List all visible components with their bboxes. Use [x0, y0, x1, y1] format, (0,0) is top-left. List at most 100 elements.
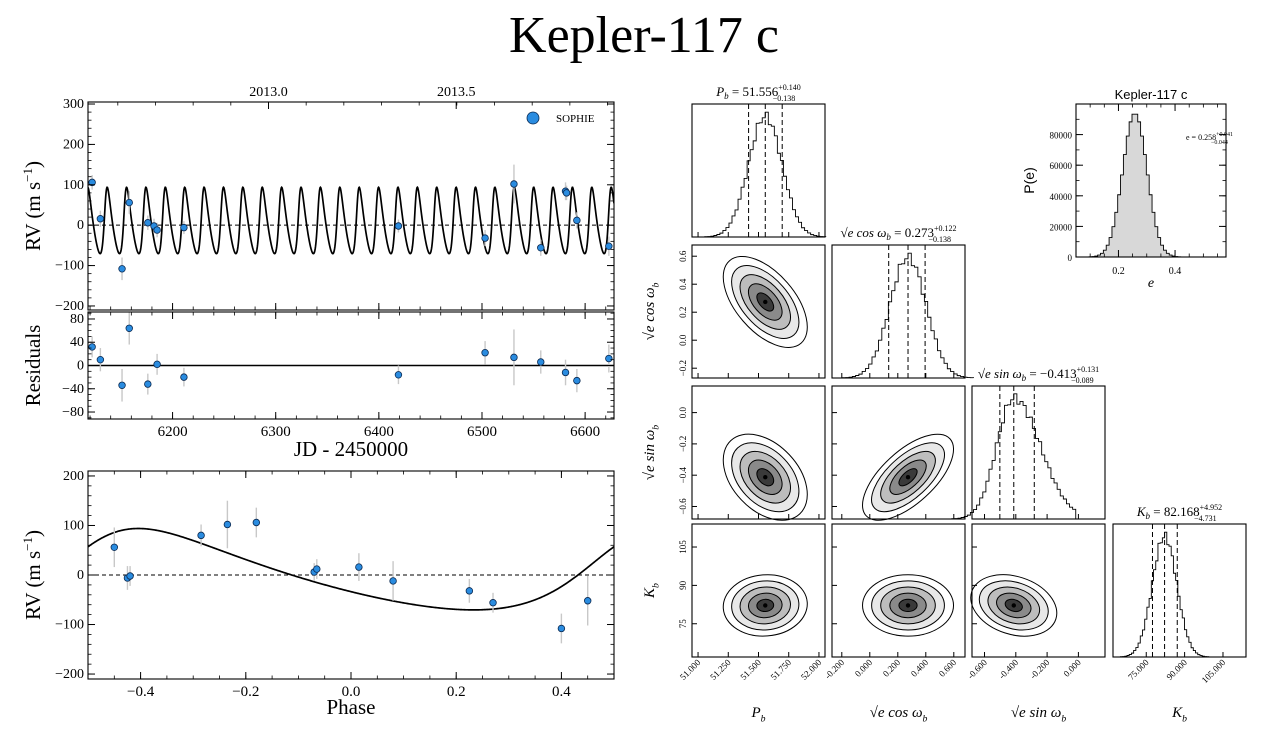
data-point	[389, 577, 397, 585]
x-axis-label: JD - 2450000	[294, 437, 408, 461]
x-tick-label: 52.000	[799, 657, 824, 682]
contour-peak	[905, 603, 911, 608]
y-tick-label: −0.6	[678, 498, 688, 515]
data-point	[223, 520, 232, 529]
corner-y-axis-label: √e sin ωb	[642, 425, 662, 481]
y-tick-label: 80	[70, 312, 84, 327]
x-tick-label: 51.500	[738, 657, 763, 682]
y-tick-label: 60000	[1050, 161, 1073, 171]
data-point	[110, 543, 118, 551]
data-point	[96, 215, 105, 223]
data-points	[88, 312, 613, 402]
contour-panel	[970, 574, 1058, 637]
x-tick-label: -0.200	[1028, 657, 1052, 681]
data-point	[144, 219, 152, 227]
data-point	[153, 360, 161, 369]
data-point	[537, 244, 545, 252]
corner-hist-frame	[691, 103, 826, 238]
ecc-annotation: e = 0.258+0.041 −0.044	[1186, 132, 1233, 146]
y-tick-label: 300	[63, 97, 84, 112]
x-tick-label: 6600	[570, 424, 600, 440]
y-tick-label: 0	[1068, 253, 1073, 263]
data-point	[481, 349, 489, 357]
data-point	[510, 180, 518, 188]
x-tick-label: 0.2	[1112, 266, 1125, 277]
corner-hist-frame	[1112, 523, 1247, 658]
contour-panel	[722, 433, 808, 521]
contour-peak	[763, 603, 768, 608]
data-point	[557, 624, 566, 633]
corner-hist-title: Kb = 82.168+4.952 −4.731	[1136, 503, 1222, 523]
y-tick-label: 100	[63, 178, 84, 193]
data-point	[180, 373, 188, 381]
rv-time-panel: −200 −100 0 100 200 300 2013.0 2013.5 SOPHIE RV (…	[20, 85, 615, 314]
data-point	[489, 599, 497, 607]
y-tick-label: 0	[77, 359, 84, 374]
rv-phase-model-curve	[88, 527, 614, 611]
x-tick-label: 0.400	[909, 657, 931, 679]
rv-phase-panel: −200 −100 0 100 200 −0.4 −0.2 0.0 0.2 0.4 Phase RV …	[20, 469, 615, 719]
x-tick-label: 6400	[364, 424, 394, 440]
data-point	[125, 198, 133, 207]
y-tick-label: 0.0	[678, 334, 688, 346]
corner-y-axis-label: √e cos ωb	[642, 282, 662, 340]
data-point	[481, 234, 489, 242]
data-point	[180, 223, 188, 232]
x-tick-label: 51.000	[678, 657, 703, 682]
y-tick-label: 0.4	[678, 278, 688, 290]
data-point	[96, 355, 105, 364]
y-tick-label: −0.2	[678, 436, 688, 452]
figure-title: Kepler-117 c	[509, 7, 779, 64]
ecc-y-axis-label: P(e)	[1021, 167, 1037, 193]
y-tick-label: 0.2	[678, 307, 688, 318]
data-point	[88, 343, 96, 351]
rv-y-axis-label: RV (m s−1)	[20, 161, 45, 251]
data-point	[313, 565, 321, 573]
y-tick-label: 90	[678, 580, 688, 590]
y-tick-label: −200	[55, 667, 84, 682]
contour-panel	[722, 255, 808, 348]
x-tick-label: 51.250	[708, 657, 733, 682]
corner-hist-title: √e sin ωb = −0.413+0.131 −0.089	[978, 365, 1099, 385]
x-tick-label: −0.4	[127, 684, 155, 700]
corner-x-axis-label: Kb	[1171, 705, 1187, 725]
legend-label: SOPHIE	[556, 113, 595, 125]
corner-x-axis-label: √e sin ωb	[1011, 705, 1067, 725]
y-tick-label: 0.6	[678, 250, 688, 262]
x-tick-label: 0.000	[1061, 657, 1083, 679]
data-point	[394, 371, 403, 379]
data-point	[394, 222, 403, 230]
data-point	[562, 189, 571, 197]
corner-x-axis-label: Pb	[750, 705, 765, 725]
x-tick-label: -0.400	[997, 657, 1021, 681]
y-tick-label: 40000	[1050, 192, 1073, 202]
y-tick-label: −0.2	[678, 360, 688, 376]
y-tick-label: −100	[55, 618, 84, 633]
data-point	[88, 178, 96, 187]
rv-model-curve	[88, 185, 614, 255]
y-tick-label: 20000	[1050, 222, 1073, 232]
y-tick-label: 100	[63, 518, 84, 533]
ecc-hist-panel: 0 20000 40000 60000 80000 0.2 0.4 Kepler-117 c e…	[1021, 87, 1233, 291]
x-tick-label: 0.4	[1169, 266, 1182, 277]
ecc-hist-title: Kepler-117 c	[1115, 87, 1188, 102]
contour-peak	[763, 475, 768, 480]
data-points	[88, 164, 613, 281]
x-tick-label: 0.4	[552, 684, 571, 700]
data-point	[126, 572, 134, 580]
x-tick-label: 0.0	[342, 684, 361, 700]
y-tick-label: −80	[62, 405, 84, 420]
data-point	[605, 354, 613, 363]
x-tick-label: 51.750	[769, 657, 794, 682]
ecc-histogram	[1085, 113, 1184, 258]
x-tick-label: 0.200	[881, 657, 903, 679]
data-point	[573, 376, 581, 385]
data-point	[584, 597, 592, 605]
residuals-y-axis-label: Residuals	[21, 325, 45, 407]
corner-hist-title: √e cos ωb = 0.273+0.122 −0.138	[840, 224, 956, 244]
x-axis-label: Phase	[327, 695, 376, 719]
y-tick-label: 0.0	[678, 406, 688, 418]
x-tick-label: 6300	[261, 424, 291, 440]
legend-marker	[526, 111, 540, 125]
